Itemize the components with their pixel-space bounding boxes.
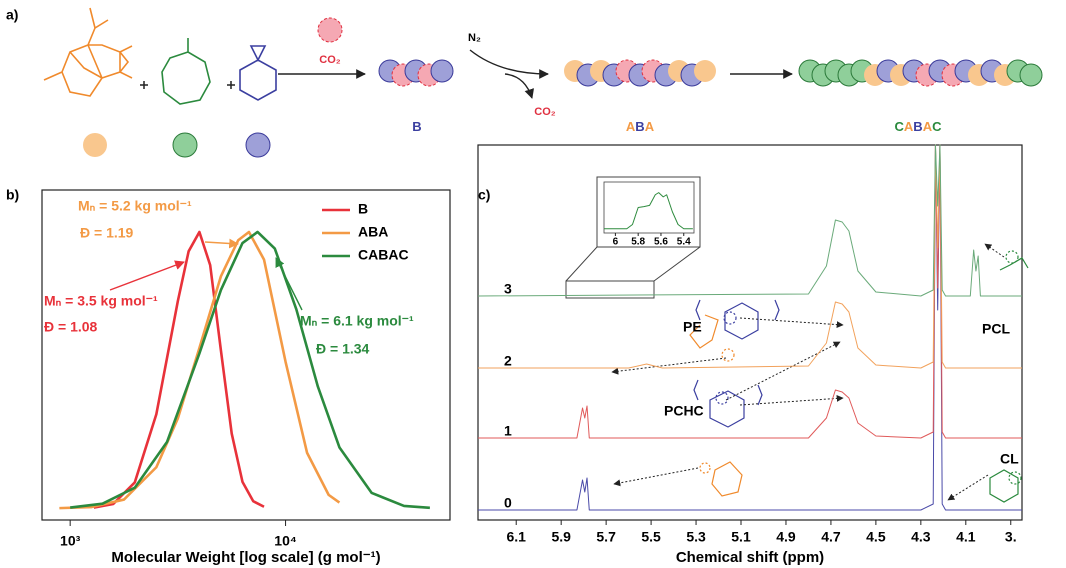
block-letter: A xyxy=(645,119,655,134)
annotation: Mₙ = 3.5 kg mol⁻¹ xyxy=(44,293,158,309)
x-tick-label: 10³ xyxy=(60,533,81,549)
trace-label: 2 xyxy=(504,353,512,369)
monomer-icon xyxy=(172,132,198,158)
x-tick-label: 5.3 xyxy=(686,529,706,545)
data-line xyxy=(93,230,265,509)
polymer-chains xyxy=(378,59,1043,87)
inset-connector xyxy=(565,246,701,282)
x-tick-label: 3. xyxy=(1005,529,1017,545)
trace-label: 0 xyxy=(504,495,512,511)
n2-label: N₂ xyxy=(468,32,481,44)
annotation-arrow xyxy=(204,238,239,249)
lactone-molecule xyxy=(161,38,211,105)
dashed-arrows xyxy=(611,243,1005,501)
monomer-icon xyxy=(430,59,454,83)
structure-sketch xyxy=(689,250,1029,503)
plus-signs xyxy=(140,81,235,89)
annotation: PCHC xyxy=(664,403,704,419)
legend-label: CABAC xyxy=(358,247,409,263)
legend-label: ABA xyxy=(358,224,388,240)
x-tick-label: 4.9 xyxy=(776,529,796,545)
x-tick-label: 5.7 xyxy=(596,529,616,545)
co2-label: CO₂ xyxy=(534,106,556,118)
x-tick-label: 6 xyxy=(613,237,619,248)
annotation: CL xyxy=(1000,451,1019,467)
x-tick-label: 6.1 xyxy=(506,529,526,545)
co2-label: CO₂ xyxy=(319,54,341,66)
annotation: Đ = 1.08 xyxy=(44,319,98,335)
anhydride-molecule xyxy=(43,7,133,97)
annotation-arrow xyxy=(275,257,303,311)
monomer-icon xyxy=(694,60,716,82)
inset-frame xyxy=(596,176,701,248)
x-axis-label: Molecular Weight [log scale] (g mol⁻¹) xyxy=(111,549,380,566)
block-label: ABA xyxy=(626,119,655,134)
data-line xyxy=(59,230,341,510)
inset-axes xyxy=(603,181,695,234)
x-axis-label: Chemical shift (ppm) xyxy=(676,549,824,566)
x-tick-label: 5.4 xyxy=(677,237,691,248)
annotation: PCL xyxy=(982,321,1010,337)
block-letter: B xyxy=(412,119,421,134)
block-letter: C xyxy=(895,119,905,134)
block-letter: B xyxy=(635,119,644,134)
x-tick-label: 4.5 xyxy=(866,529,886,545)
x-tick-label: 5.5 xyxy=(641,529,661,545)
x-tick-label: 5.1 xyxy=(731,529,751,545)
annotation-arrow xyxy=(109,260,185,291)
monomer-icon xyxy=(83,133,107,157)
x-tick-label: 4.3 xyxy=(911,529,931,545)
plot-frame xyxy=(477,144,1023,521)
block-letter: A xyxy=(923,119,933,134)
block-label: CABAC xyxy=(895,119,943,134)
arrow xyxy=(504,73,534,99)
panel-label: c) xyxy=(478,187,490,203)
data-line xyxy=(70,230,430,510)
inset-highlight xyxy=(565,280,655,299)
block-letter: A xyxy=(626,119,636,134)
block-letter: A xyxy=(904,119,914,134)
data-line xyxy=(477,144,1022,297)
plot-frame xyxy=(41,189,451,521)
x-tick-label: 5.8 xyxy=(631,237,645,248)
annotation: Đ = 1.19 xyxy=(80,225,134,241)
block-letter: C xyxy=(932,119,942,134)
x-tick-label: 5.9 xyxy=(551,529,571,545)
annotation: Mₙ = 5.2 kg mol⁻¹ xyxy=(78,198,192,214)
x-tick-label: 4.1 xyxy=(956,529,976,545)
trace-label: 1 xyxy=(504,423,512,439)
block-label: B xyxy=(412,119,421,134)
annotation: Mₙ = 6.1 kg mol⁻¹ xyxy=(300,313,414,329)
legend-label: B xyxy=(358,201,368,217)
annotation: PE xyxy=(683,319,702,335)
arrow xyxy=(469,49,549,79)
panel-label: b) xyxy=(6,187,19,203)
trace-label: 3 xyxy=(504,281,512,297)
x-tick-label: 4.7 xyxy=(821,529,841,545)
block-letter: B xyxy=(913,119,922,134)
x-tick-label: 10⁴ xyxy=(274,533,297,549)
x-tick-label: 5.6 xyxy=(654,237,668,248)
panel-label: a) xyxy=(6,7,18,23)
data-line xyxy=(604,192,693,230)
co2-icon xyxy=(317,17,343,43)
epoxide-molecule xyxy=(239,45,277,101)
monomer-icon xyxy=(1019,63,1043,87)
annotation: Đ = 1.34 xyxy=(316,341,370,357)
monomer-icon xyxy=(245,132,271,158)
